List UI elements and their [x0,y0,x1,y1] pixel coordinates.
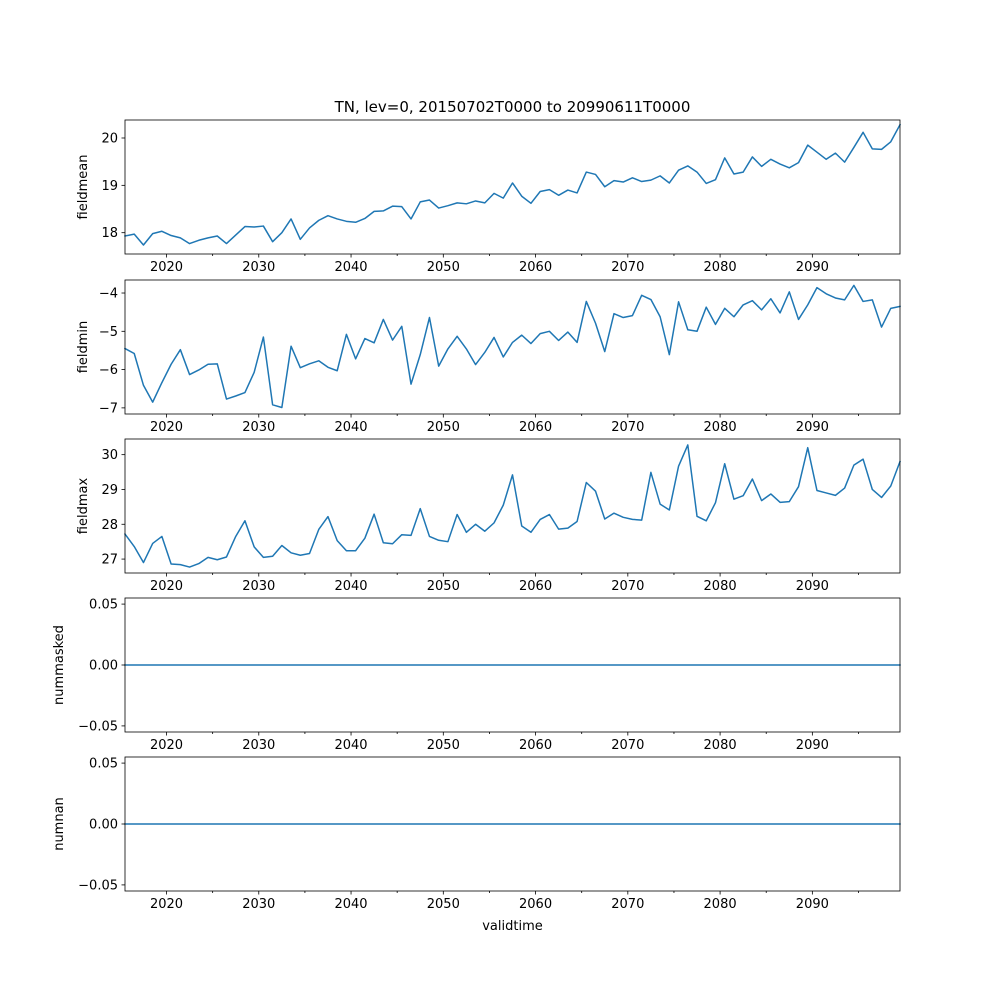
y-axis-label-fieldmean: fieldmean [76,155,91,220]
axes-frame-fieldmax [124,438,901,574]
x-tick-label-numnan: 2080 [704,897,737,912]
x-tick-label-nummasked: 2050 [427,738,460,753]
x-tick-label-nummasked: 2030 [242,738,275,753]
y-tick-label-nummasked: 0.00 [89,659,118,674]
y-tick-label-fieldmax: 28 [101,518,118,533]
series-line-fieldmean [124,123,902,246]
y-tick-label-fieldmean: 20 [101,131,118,146]
x-tick-label-numnan: 2050 [427,897,460,912]
y-tick-label-fieldmin: −4 [99,287,118,302]
panel-fieldmax: fieldmax 27 28 29 30 2020 2030 2040 2050 2060 2070… [76,438,901,594]
x-tick-label-fieldmin: 2080 [704,420,737,435]
x-tick-label-fieldmax: 2090 [796,579,829,594]
y-axis-label-nummasked: nummasked [52,625,67,705]
x-tick-label-fieldmax: 2040 [334,579,367,594]
x-tick-label-fieldmean: 2060 [519,260,552,275]
x-tick-label-numnan: 2090 [796,897,829,912]
x-tick-label-fieldmean: 2080 [704,260,737,275]
y-axis-label-fieldmin: fieldmin [76,321,91,374]
x-tick-label-fieldmin: 2060 [519,420,552,435]
x-tick-label-fieldmin: 2070 [611,420,644,435]
chart-title: TN, lev=0, 20150702T0000 to 20990611T000… [334,98,691,116]
x-tick-label-numnan: 2070 [611,897,644,912]
x-tick-label-nummasked: 2090 [796,738,829,753]
y-tick-label-fieldmin: −5 [99,325,118,340]
series-line-fieldmax [123,444,901,568]
axes-frame-fieldmean [124,119,901,255]
x-tick-label-numnan: 2040 [334,897,367,912]
series-line-fieldmin [123,284,901,409]
x-tick-label-fieldmean: 2090 [796,260,829,275]
y-tick-label-nummasked: −0.05 [78,719,118,734]
x-tick-label-fieldmean: 2020 [150,260,183,275]
x-tick-label-fieldmax: 2030 [242,579,275,594]
y-tick-label-fieldmin: −6 [99,363,118,378]
x-tick-label-numnan: 2030 [242,897,275,912]
x-tick-label-numnan: 2060 [519,897,552,912]
x-tick-label-fieldmin: 2050 [427,420,460,435]
panel-numnan: numnan −0.05 0.00 0.05 2020 2030 2040 2050 2060 2… [52,757,901,912]
y-tick-label-fieldmean: 18 [101,226,118,241]
panel-nummasked: nummasked −0.05 0.00 0.05 2020 2030 2040 2050 20… [52,598,901,753]
x-tick-label-fieldmean: 2050 [427,260,460,275]
y-tick-label-nummasked: 0.05 [89,598,118,613]
x-tick-label-nummasked: 2020 [150,738,183,753]
x-tick-label-fieldmin: 2040 [334,420,367,435]
x-tick-label-fieldmin: 2020 [150,420,183,435]
panel-fieldmin: fieldmin −7 −6 −5 −4 2020 2030 2040 2050 2060 2070… [76,279,901,435]
y-tick-label-numnan: 0.00 [89,818,118,833]
x-tick-label-fieldmax: 2060 [519,579,552,594]
x-tick-label-nummasked: 2070 [611,738,644,753]
y-tick-label-fieldmax: 27 [101,553,118,568]
x-tick-label-fieldmin: 2030 [242,420,275,435]
y-tick-label-fieldmax: 30 [101,448,118,463]
x-tick-label-fieldmax: 2050 [427,579,460,594]
y-axis-label-fieldmax: fieldmax [76,478,91,535]
x-tick-label-nummasked: 2040 [334,738,367,753]
x-tick-label-fieldmean: 2030 [242,260,275,275]
x-tick-label-fieldmax: 2080 [704,579,737,594]
x-tick-label-fieldmin: 2090 [796,420,829,435]
y-tick-label-fieldmax: 29 [101,483,118,498]
axes-frame-fieldmin [124,279,901,415]
y-axis-label-numnan: numnan [52,797,67,851]
x-axis-label: validtime [482,919,543,934]
x-tick-label-nummasked: 2080 [704,738,737,753]
y-tick-label-numnan: 0.05 [89,757,118,772]
y-tick-label-fieldmean: 19 [101,179,118,194]
x-tick-label-numnan: 2020 [150,897,183,912]
x-tick-label-fieldmax: 2020 [150,579,183,594]
y-tick-label-fieldmin: −7 [99,401,118,416]
y-tick-label-numnan: −0.05 [78,878,118,893]
x-tick-label-fieldmean: 2070 [611,260,644,275]
x-tick-label-fieldmax: 2070 [611,579,644,594]
x-tick-label-fieldmean: 2040 [334,260,367,275]
x-tick-label-nummasked: 2060 [519,738,552,753]
